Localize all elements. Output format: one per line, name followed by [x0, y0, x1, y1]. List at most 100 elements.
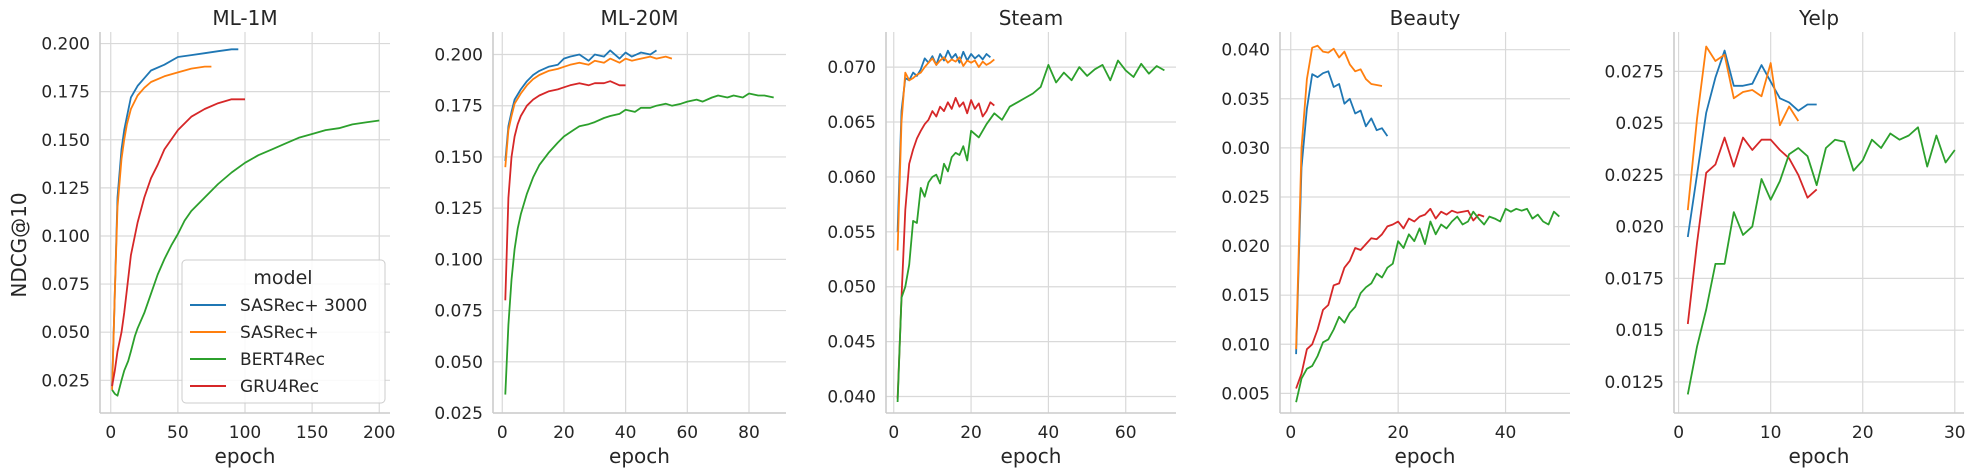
x-tick-label: 20 — [1852, 423, 1874, 443]
y-tick-label: 0.100 — [41, 227, 90, 247]
series-line-gru4rec — [1686, 136, 1818, 325]
series-line-gru4rec — [1295, 207, 1485, 389]
series-line-gru4rec — [111, 98, 245, 387]
y-tick-label: 0.040 — [1221, 41, 1270, 61]
legend-box — [181, 259, 386, 404]
y-tick-label: 0.050 — [434, 353, 483, 373]
y-tick-label: 0.005 — [1221, 384, 1270, 404]
y-tick-label: 0.035 — [1221, 90, 1270, 110]
x-tick-label: 0 — [1285, 423, 1296, 443]
x-tick-label: 50 — [167, 423, 189, 443]
y-tick-label: 0.015 — [1615, 321, 1664, 341]
legend-entry: SASRec+ 3000 — [240, 296, 367, 316]
x-axis-label: epoch — [1001, 444, 1062, 468]
x-tick-label: 100 — [229, 423, 261, 443]
series-line-gru4rec — [896, 97, 995, 399]
y-tick-label: 0.0175 — [1605, 269, 1664, 289]
y-tick-label: 0.020 — [1221, 237, 1270, 257]
y-tick-label: 0.020 — [1615, 218, 1664, 238]
series-line-bert4rec — [896, 59, 1165, 403]
panel-title: ML-20M — [601, 6, 679, 30]
x-tick-label: 10 — [1760, 423, 1782, 443]
y-tick-label: 0.075 — [434, 302, 483, 322]
series-line-sasrec-3000 — [504, 49, 657, 162]
x-tick-label: 80 — [738, 423, 760, 443]
x-tick-label: 200 — [363, 423, 395, 443]
series-line-sasrec — [1295, 44, 1383, 350]
y-tick-label: 0.010 — [1221, 335, 1270, 355]
x-axis-label: epoch — [1395, 444, 1456, 468]
y-tick-label: 0.045 — [827, 333, 876, 353]
x-tick-label: 20 — [960, 423, 982, 443]
series-line-sasrec-3000 — [1295, 70, 1389, 355]
panel-beauty: 0.005 0.010 0.015 0.020 0.025 0.030 0.035 0.040… — [1221, 6, 1570, 468]
series-line-bert4rec — [111, 119, 380, 397]
y-tick-label: 0.040 — [827, 388, 876, 408]
x-axis-label: epoch — [1789, 444, 1850, 468]
y-tick-label: 0.075 — [41, 275, 90, 295]
panel-title: Yelp — [1798, 6, 1839, 30]
x-tick-label: 0 — [497, 423, 508, 443]
series-line-sasrec — [504, 55, 673, 168]
x-tick-label: 60 — [676, 423, 698, 443]
y-tick-label: 0.0125 — [1605, 373, 1664, 393]
x-tick-label: 40 — [615, 423, 637, 443]
series-line-bert4rec — [504, 92, 774, 395]
series-line-sasrec-3000 — [1686, 49, 1817, 238]
y-tick-label: 0.0225 — [1605, 166, 1664, 186]
y-tick-label: 0.200 — [434, 46, 483, 66]
series-line-sasrec-3000 — [896, 49, 991, 232]
legend-entry: SASRec+ — [240, 323, 319, 343]
series-line-sasrec — [1686, 45, 1800, 211]
x-tick-label: 150 — [296, 423, 328, 443]
y-tick-label: 0.025 — [41, 371, 90, 391]
y-tick-label: 0.200 — [41, 35, 90, 55]
y-tick-label: 0.050 — [41, 323, 90, 343]
x-tick-label: 0 — [1673, 423, 1684, 443]
legend-title: model — [253, 267, 312, 289]
series-line-sasrec — [111, 65, 212, 390]
panel-title: ML-1M — [212, 6, 277, 30]
y-tick-label: 0.055 — [827, 223, 876, 243]
legend-entry: GRU4Rec — [240, 377, 319, 397]
y-tick-label: 0.025 — [1615, 114, 1664, 134]
y-tick-label: 0.0275 — [1605, 62, 1664, 82]
legend: model SASRec+ 3000 SASRec+ BERT4Rec GRU4Rec — [181, 259, 386, 404]
y-tick-label: 0.150 — [434, 148, 483, 168]
x-tick-label: 20 — [1387, 423, 1409, 443]
y-tick-label: 0.070 — [827, 58, 876, 78]
panel-title: Steam — [999, 6, 1064, 30]
x-tick-label: 0 — [888, 423, 899, 443]
y-tick-label: 0.025 — [1221, 188, 1270, 208]
x-tick-label: 0 — [105, 423, 116, 443]
y-tick-label: 0.050 — [827, 278, 876, 298]
panel-title: Beauty — [1390, 6, 1461, 30]
series-line-sasrec — [896, 56, 995, 251]
x-tick-label: 20 — [553, 423, 575, 443]
y-tick-label: 0.175 — [434, 97, 483, 117]
x-tick-label: 40 — [1038, 423, 1060, 443]
panel-yelp: 0.0125 0.015 0.0175 0.020 0.0225 0.025 0.0275 0… — [1605, 6, 1966, 468]
y-tick-label: 0.060 — [827, 168, 876, 188]
legend-entry: BERT4Rec — [240, 350, 325, 370]
panel-ml-20m: 0.025 0.050 0.075 0.100 0.125 0.150 0.175 0.200… — [434, 6, 786, 468]
y-axis-label: NDCG@10 — [7, 192, 31, 297]
y-tick-label: 0.030 — [1221, 139, 1270, 159]
series-line-bert4rec — [1295, 207, 1560, 403]
y-tick-label: 0.150 — [41, 131, 90, 151]
series-line-bert4rec — [1686, 126, 1956, 395]
y-tick-label: 0.025 — [434, 404, 483, 424]
y-tick-label: 0.125 — [434, 199, 483, 219]
y-tick-label: 0.125 — [41, 179, 90, 199]
y-tick-label: 0.175 — [41, 83, 90, 103]
x-axis-label: epoch — [215, 444, 276, 468]
x-tick-label: 60 — [1115, 423, 1137, 443]
y-tick-label: 0.065 — [827, 113, 876, 133]
x-axis-label: epoch — [609, 444, 670, 468]
series-line-gru4rec — [504, 80, 626, 301]
x-tick-label: 30 — [1944, 423, 1966, 443]
y-tick-label: 0.015 — [1221, 286, 1270, 306]
panel-ml-1m: 0.025 0.050 0.075 0.100 0.125 0.150 0.175 0.200… — [41, 6, 395, 468]
y-tick-label: 0.100 — [434, 250, 483, 270]
